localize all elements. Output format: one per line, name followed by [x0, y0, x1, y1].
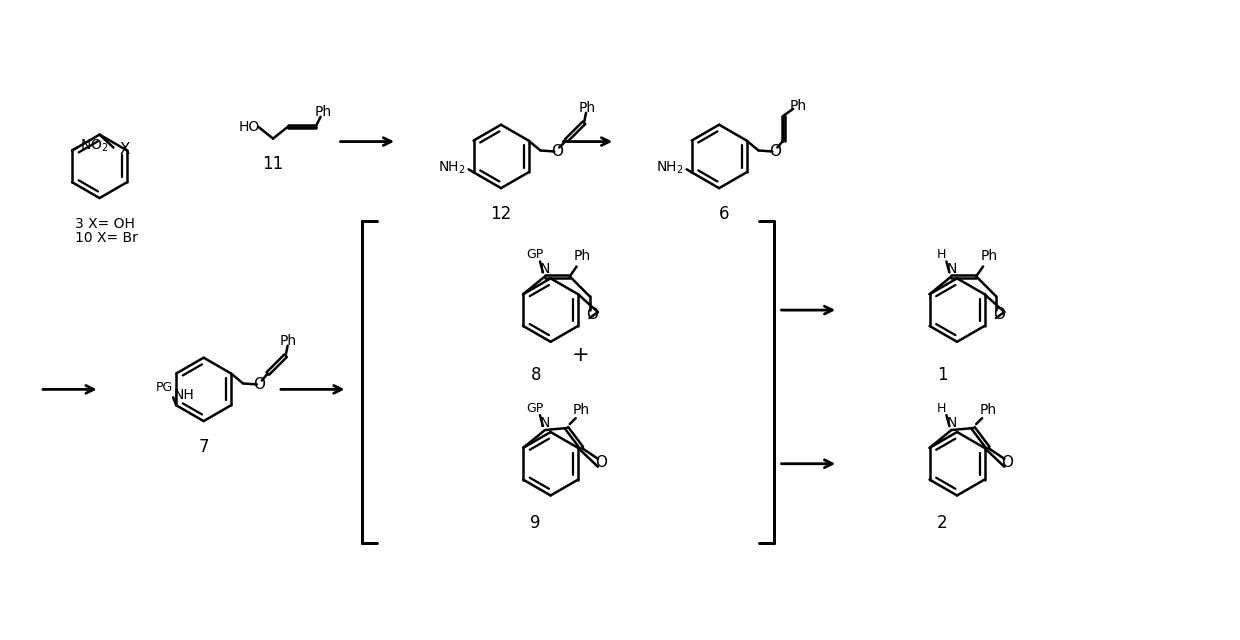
Text: X: X	[119, 142, 130, 157]
Text: GP: GP	[527, 248, 543, 261]
Text: Ph: Ph	[280, 334, 298, 348]
Text: N: N	[946, 416, 956, 430]
Text: H: H	[936, 248, 946, 261]
Text: O: O	[253, 378, 265, 392]
Text: O: O	[993, 307, 1004, 321]
Text: 10 X= Br: 10 X= Br	[76, 231, 138, 244]
Text: Ph: Ph	[573, 403, 590, 417]
Text: NH: NH	[174, 388, 193, 403]
Text: O: O	[551, 145, 563, 159]
Text: Ph: Ph	[574, 248, 591, 262]
Text: Ph: Ph	[315, 105, 332, 119]
Text: 8: 8	[531, 365, 541, 383]
Text: Ph: Ph	[790, 99, 807, 113]
Text: N: N	[539, 262, 551, 276]
Text: 11: 11	[263, 156, 284, 173]
Text: O: O	[769, 145, 781, 159]
Text: +: +	[572, 345, 589, 365]
Text: GP: GP	[527, 402, 543, 415]
Text: HO: HO	[238, 120, 259, 134]
Text: 9: 9	[531, 514, 541, 532]
Text: O: O	[587, 307, 599, 321]
Text: 1: 1	[937, 365, 947, 383]
Text: N: N	[946, 262, 956, 276]
Text: Ph: Ph	[980, 403, 997, 417]
Text: H: H	[936, 402, 946, 415]
Text: 2: 2	[937, 514, 947, 532]
Text: O: O	[595, 455, 606, 470]
Text: 6: 6	[719, 205, 729, 223]
Text: 3 X= OH: 3 X= OH	[74, 217, 134, 231]
Text: Ph: Ph	[981, 248, 998, 262]
Text: 7: 7	[198, 438, 208, 456]
Text: NH$_2$: NH$_2$	[438, 159, 465, 175]
Text: O: O	[1002, 455, 1013, 470]
Text: 12: 12	[490, 205, 512, 223]
Text: NO$_2$: NO$_2$	[79, 138, 108, 154]
Text: NH$_2$: NH$_2$	[656, 159, 683, 175]
Text: N: N	[539, 416, 551, 430]
Text: Ph: Ph	[578, 101, 595, 115]
Text: PG: PG	[156, 381, 172, 394]
